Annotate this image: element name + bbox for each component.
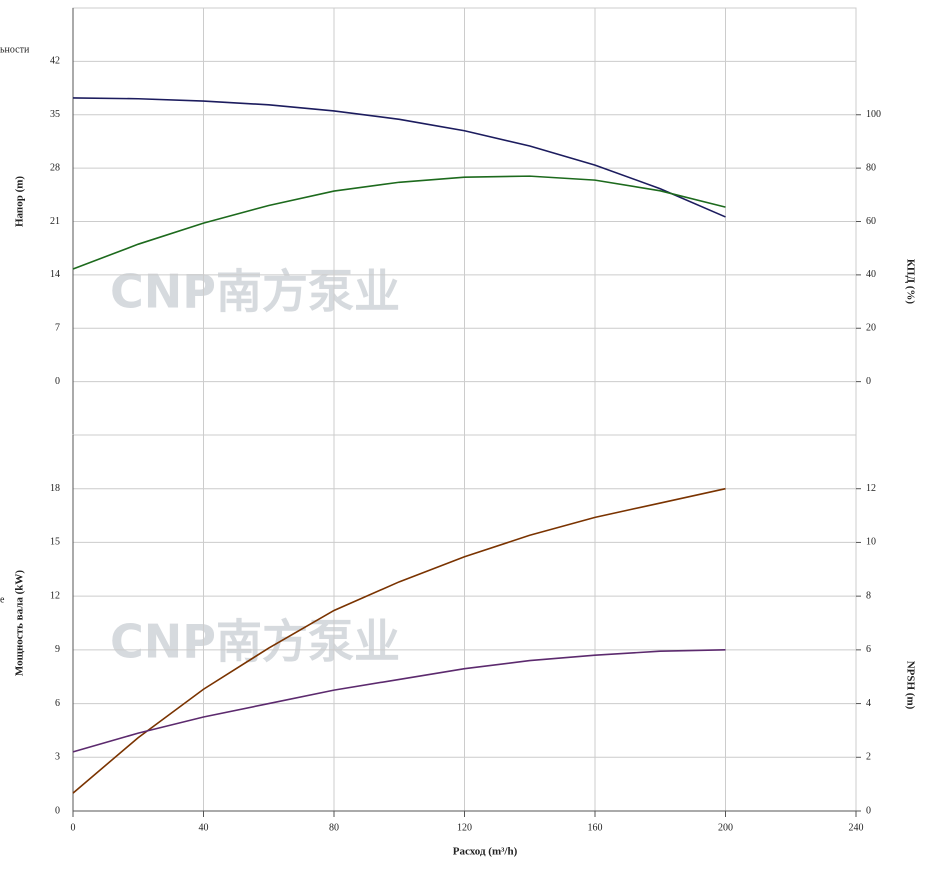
y-axis-title: Напор (m) bbox=[14, 176, 26, 227]
y-tick-label: 9 bbox=[55, 644, 60, 655]
y2-tick-label: 20 bbox=[866, 323, 876, 334]
y2-tick-label: 6 bbox=[866, 644, 871, 655]
y-tick-label: 0 bbox=[55, 376, 60, 387]
y-tick-label: 28 bbox=[50, 162, 60, 173]
y-tick-label: 12 bbox=[50, 590, 60, 601]
y2-tick-label: 100 bbox=[866, 109, 881, 120]
series-line bbox=[72, 175, 726, 270]
x-tick-label: 0 bbox=[71, 822, 76, 833]
y2-tick-label: 60 bbox=[866, 216, 876, 227]
y2-tick-label: 8 bbox=[866, 590, 871, 601]
legend-fragment: е bbox=[0, 594, 5, 605]
x-tick-label: 240 bbox=[849, 822, 864, 833]
x-tick-label: 120 bbox=[457, 822, 472, 833]
y2-tick-label: 0 bbox=[866, 805, 871, 816]
y-tick-label: 18 bbox=[50, 483, 60, 494]
y-tick-label: 6 bbox=[55, 698, 60, 709]
y2-tick-label: 40 bbox=[866, 269, 876, 280]
y-tick-label: 35 bbox=[50, 109, 60, 120]
y-axis-title: Мощность вала (kW) bbox=[14, 570, 26, 676]
watermark: CNP南方泵业 bbox=[110, 615, 400, 669]
y2-tick-label: 12 bbox=[866, 483, 876, 494]
x-tick-label: 80 bbox=[329, 822, 339, 833]
x-axis-title: Расход (m³/h) bbox=[453, 846, 518, 858]
legend-fragment: ьности bbox=[0, 44, 30, 55]
series-line bbox=[72, 649, 726, 753]
y2-tick-label: 80 bbox=[866, 162, 876, 173]
watermark: CNP南方泵业 bbox=[110, 265, 400, 319]
series-line bbox=[72, 487, 726, 794]
y2-tick-label: 10 bbox=[866, 537, 876, 548]
y-tick-label: 15 bbox=[50, 537, 60, 548]
x-tick-label: 40 bbox=[199, 822, 209, 833]
y2-axis-title: NPSH (m) bbox=[904, 661, 916, 710]
x-tick-label: 200 bbox=[718, 822, 733, 833]
y-tick-label: 3 bbox=[55, 752, 60, 763]
y-tick-label: 21 bbox=[50, 216, 60, 227]
y2-tick-label: 4 bbox=[866, 698, 871, 709]
y-tick-label: 0 bbox=[55, 805, 60, 816]
y-tick-label: 7 bbox=[55, 323, 60, 334]
y2-tick-label: 2 bbox=[866, 752, 871, 763]
y-tick-label: 14 bbox=[50, 269, 60, 280]
y-tick-label: 42 bbox=[50, 56, 60, 67]
y2-axis-title: КПД (%) bbox=[904, 259, 916, 305]
series-line bbox=[72, 97, 726, 218]
x-tick-label: 160 bbox=[588, 822, 603, 833]
y2-tick-label: 0 bbox=[866, 376, 871, 387]
